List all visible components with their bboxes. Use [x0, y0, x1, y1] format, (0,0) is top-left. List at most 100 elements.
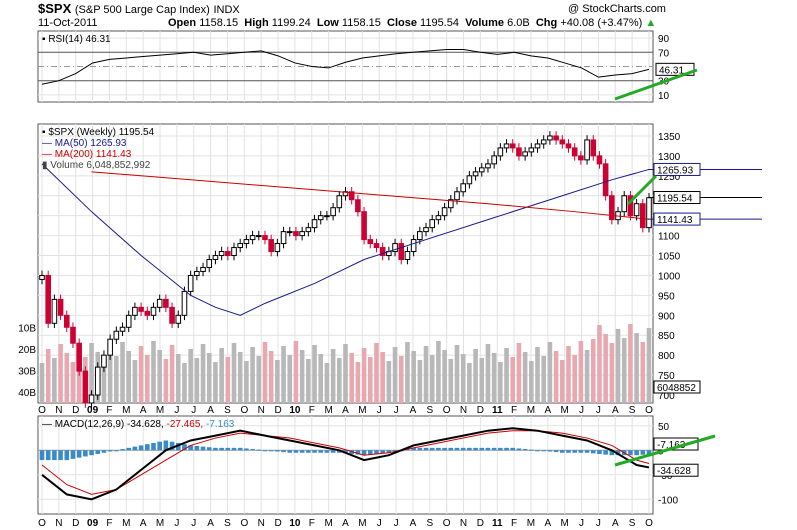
volume-bar [628, 324, 633, 403]
price-candle [429, 219, 436, 229]
macd-hist-bar [460, 447, 466, 451]
price-candle [113, 330, 120, 340]
price-candle [311, 219, 318, 229]
price-candle [584, 139, 590, 161]
price-candle [200, 266, 206, 272]
x-tick-label: F [309, 405, 315, 416]
volume-bar [380, 352, 385, 403]
macd-hist-bar [39, 450, 45, 461]
price-candle [101, 354, 107, 368]
x-tick-label: S [629, 518, 636, 529]
volume-bar [200, 344, 206, 403]
macd-hist-bar [175, 442, 181, 451]
volume-last-box [653, 380, 701, 394]
copyright[interactable]: @ StockCharts.com [568, 3, 666, 15]
macd-hist-bar [578, 450, 584, 453]
price-candle [565, 143, 572, 149]
price-candle [45, 274, 51, 324]
x-tick-label: S [629, 405, 636, 416]
x-tick-label: 10 [289, 405, 301, 416]
price-candle [286, 231, 293, 234]
x-tick-label: J [596, 405, 601, 416]
macd-last-box [653, 463, 699, 477]
price-tick-label: 1050 [658, 252, 681, 263]
x-tick-label: S [426, 405, 433, 416]
macd-hist-bar [640, 450, 646, 455]
volume-bar [256, 356, 262, 403]
x-tick-label: 11 [492, 518, 503, 529]
macd-hist-bar [132, 446, 138, 451]
volume-bar [175, 354, 181, 403]
macd-hist-bar [603, 450, 608, 455]
macd-hist-bar [225, 447, 231, 451]
volume-bar [572, 355, 577, 403]
macd-hist-bar [281, 450, 286, 453]
macd-hist-bar [70, 450, 76, 459]
x-tick-label: F [106, 518, 112, 529]
x-tick-label: J [579, 405, 584, 416]
volume-bar [188, 349, 193, 403]
price-candle [417, 231, 423, 241]
symbol: $SPX [38, 1, 72, 16]
price-candle [361, 211, 367, 241]
x-tick-label: O [443, 405, 451, 416]
x-tick-label: O [645, 405, 653, 416]
price-candle [206, 259, 213, 268]
price-tick-label: 950 [658, 291, 675, 302]
macd-trendline [614, 434, 716, 467]
price-candle [330, 207, 336, 217]
macd-hist-bar [275, 450, 280, 452]
macd-hist-bar [95, 450, 101, 454]
macd-hist-bar [473, 447, 478, 451]
price-candle [107, 338, 113, 356]
volume-bar [374, 343, 379, 403]
volume-bar [151, 341, 156, 403]
macd-hist-bar [52, 450, 57, 461]
volume-tick-label: 30B [18, 367, 36, 378]
macd-hist-bar [355, 450, 361, 455]
x-tick-label: N [55, 405, 62, 416]
price-candle [602, 163, 609, 197]
macd-hist-bar [380, 450, 385, 454]
macd-hist-bar [423, 447, 429, 451]
macd-hist-bar [163, 440, 169, 451]
volume-bar [268, 351, 274, 403]
volume-bar [163, 359, 169, 403]
macd-hist-bar [256, 449, 262, 451]
price-candle [274, 243, 281, 253]
macd-hist-bar [219, 447, 224, 451]
volume-bar [107, 347, 113, 403]
macd-hist-bar [386, 450, 392, 453]
price-tick-label: 1100 [658, 232, 680, 243]
x-tick-label: A [612, 518, 619, 529]
macd-hist-bar [522, 449, 528, 451]
x-tick-label: 11 [492, 405, 503, 416]
price-candle [472, 171, 479, 177]
macd-legend: — MACD(12,26,9) -34.628, -27.465, -7.163 [42, 419, 235, 430]
price-candle [144, 310, 151, 316]
price-candle [596, 155, 603, 165]
volume-bar [138, 346, 144, 403]
x-tick-label: M [527, 518, 535, 529]
x-tick-label: D [274, 518, 281, 529]
price-candle [633, 203, 640, 217]
volume-bar [529, 361, 534, 403]
macd-hist-bar [535, 450, 540, 452]
price-candle [125, 314, 132, 328]
volume-bar [281, 346, 286, 403]
x-tick-label: A [410, 518, 417, 529]
price-candle [355, 199, 361, 213]
price-candle [392, 243, 398, 253]
price-candle [175, 314, 182, 324]
price-candle [82, 370, 89, 404]
macd-hist-bar [324, 450, 330, 453]
macd-hist-bar [584, 450, 590, 453]
macd-hist-bar [262, 450, 268, 452]
volume-bar [45, 349, 51, 403]
volume-bar [597, 325, 602, 403]
macd-hist-bar [367, 450, 373, 455]
volume-bar [39, 363, 45, 403]
volume-bar [398, 356, 404, 403]
x-tick-label: N [55, 518, 62, 529]
x-tick-label: M [561, 405, 569, 416]
